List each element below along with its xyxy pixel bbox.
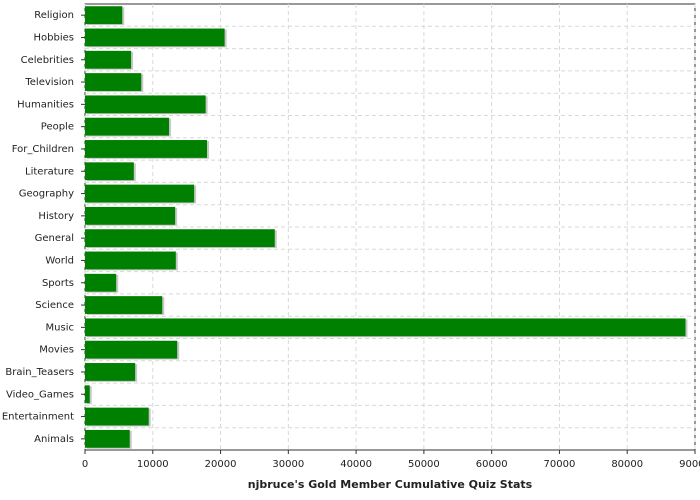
bar [85,251,176,270]
bar [85,6,123,25]
bar [85,184,195,203]
y-tick-label: World [45,255,74,266]
bar [85,95,206,114]
x-tick-label: 60000 [476,459,508,470]
y-tick-label: General [35,233,74,244]
x-tick-label: 0 [82,459,88,470]
y-tick-label: History [38,211,74,222]
y-tick-label: Television [24,77,74,88]
y-tick-label: Literature [25,166,74,177]
bar [85,73,142,91]
y-tick-label: For_Children [12,144,74,155]
x-tick-label: 30000 [272,459,304,470]
x-axis-title: njbruce's Gold Member Cumulative Quiz St… [248,478,533,491]
bar [85,340,178,359]
bar [85,407,149,426]
y-tick-label: Video_Games [6,389,74,400]
y-tick-label: Movies [39,345,74,356]
y-tick-label: Animals [34,434,74,445]
bar [85,162,134,181]
y-tick-label: Brain_Teasers [5,367,74,378]
bar [85,296,163,314]
x-tick-label: 70000 [544,459,576,470]
bar [85,117,170,136]
y-tick-label: Humanities [17,99,74,110]
bar [85,28,225,47]
x-tick-label: 50000 [408,459,440,470]
y-tick-label: Celebrities [21,55,74,66]
y-tick-label: Music [46,322,74,333]
bar [85,385,90,404]
y-tick-label: Science [35,300,74,311]
bar [85,206,176,225]
y-tick-label: People [41,122,74,133]
bar [85,318,686,337]
y-tick-label: Hobbies [34,32,74,43]
y-tick-label: Religion [34,10,74,21]
bar [85,273,117,292]
y-tick-label: Sports [42,278,74,289]
bar [85,50,132,69]
x-tick-label: 20000 [205,459,237,470]
x-tick-label: 90000 [679,459,700,470]
y-tick-label: Geography [19,189,74,200]
x-tick-label: 40000 [340,459,372,470]
x-tick-label: 10000 [137,459,169,470]
bar [85,363,136,381]
x-tick-label: 80000 [611,459,643,470]
y-tick-label: Entertainment [2,412,74,423]
bar [85,429,130,448]
bar [85,140,207,158]
bar [85,229,275,248]
